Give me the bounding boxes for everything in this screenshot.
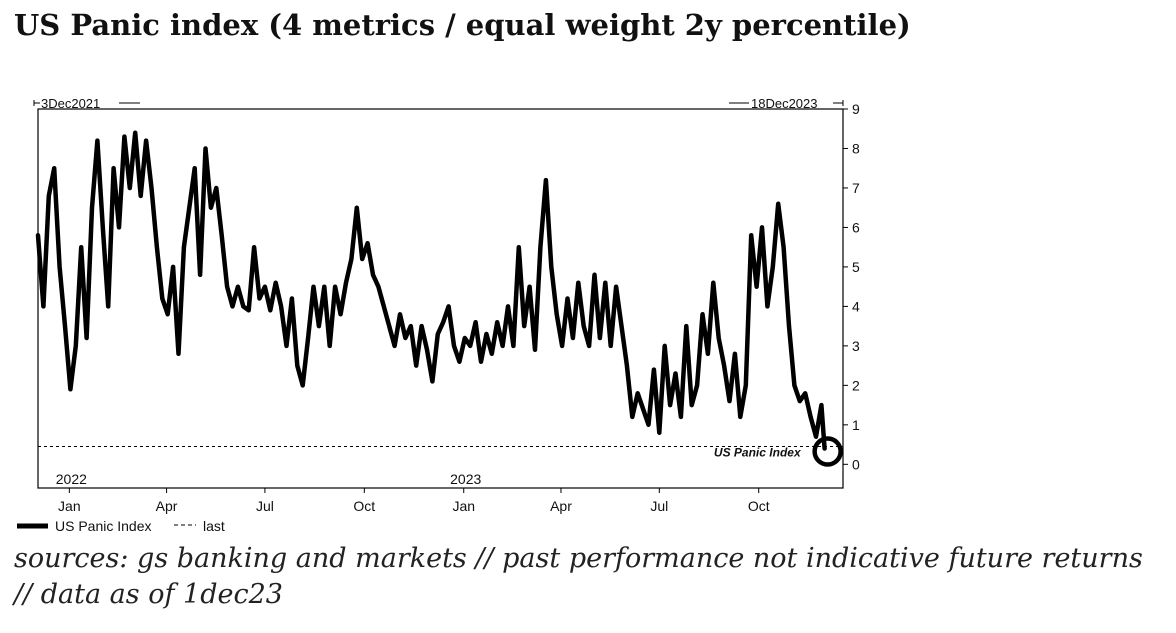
x-tick-label: Oct [748, 498, 770, 514]
chart-title: US Panic index (4 metrics / equal weight… [14, 8, 911, 42]
legend-label-series: US Panic Index [55, 518, 152, 534]
y-tick-label: 9 [852, 101, 860, 117]
x-tick-label: Jan [452, 498, 475, 514]
y-tick-label: 1 [852, 417, 860, 433]
y-tick-label: 0 [852, 456, 860, 472]
y-tick-label: 6 [852, 219, 860, 235]
legend: US Panic Index last [17, 518, 225, 534]
x-tick-label: Oct [353, 498, 375, 514]
y-axis: 0 1 2 3 4 5 6 7 8 9 [843, 101, 860, 472]
x-tick-label: Jan [58, 498, 81, 514]
x-year-label: 2022 [56, 471, 87, 487]
series-annotation: US Panic Index [714, 446, 802, 460]
x-tick-label: Jul [650, 498, 668, 514]
y-tick-label: 2 [852, 377, 860, 393]
end-date-label: 18Dec2023 [751, 96, 818, 111]
chart: 3Dec2021 18Dec2023 0 1 2 3 4 5 6 7 8 9 Jan Apr Jul O… [17, 96, 860, 534]
series-line-us-panic-index [35, 130, 827, 451]
start-date-label: 3Dec2021 [41, 96, 100, 111]
y-tick-label: 7 [852, 180, 860, 196]
plot-area [37, 108, 844, 489]
source-line-1: sources: gs banking and markets // past … [14, 543, 1143, 574]
y-tick-label: 3 [852, 338, 860, 354]
x-tick-label: Jul [256, 498, 274, 514]
x-year-label: 2023 [450, 471, 481, 487]
x-tick-label: Apr [156, 498, 178, 514]
source-note: sources: gs banking and markets // past … [14, 541, 1174, 613]
x-tick-label: Apr [550, 498, 572, 514]
start-date-marker: 3Dec2021 [33, 96, 140, 111]
x-axis: Jan Apr Jul Oct Jan Apr Jul Oct 2022 2023 [56, 471, 770, 514]
y-tick-label: 4 [852, 298, 860, 314]
end-date-marker: 18Dec2023 [729, 96, 844, 111]
y-tick-label: 8 [852, 140, 860, 156]
legend-label-last: last [203, 518, 225, 534]
source-line-2: // data as of 1dec23 [14, 579, 283, 610]
last-value-circle [812, 436, 843, 467]
y-tick-label: 5 [852, 259, 860, 275]
